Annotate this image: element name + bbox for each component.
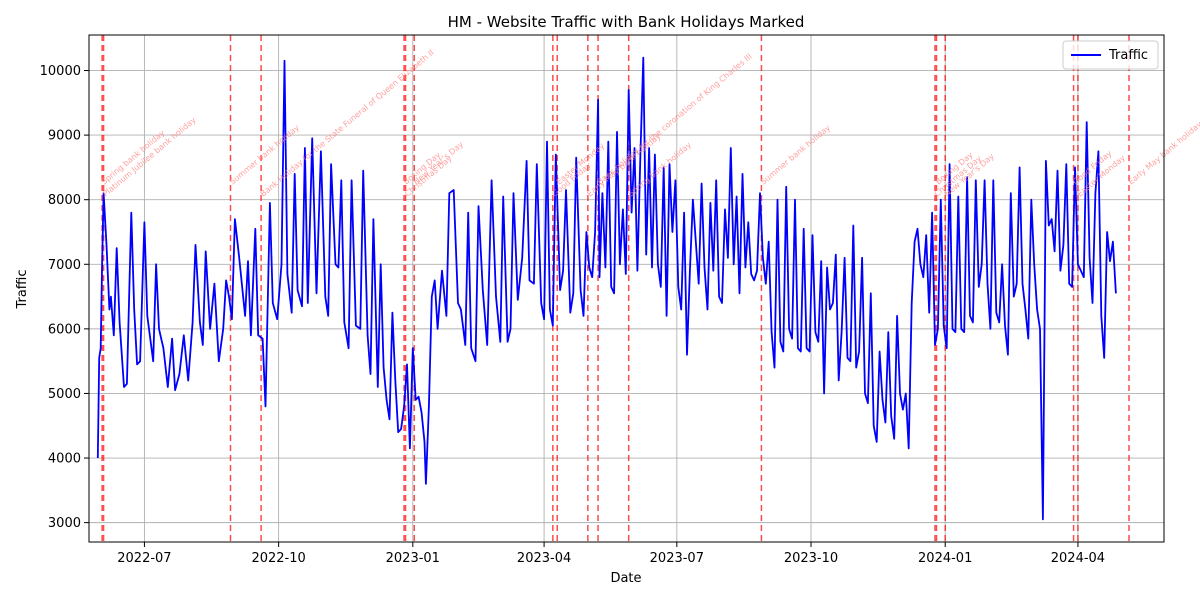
legend: Traffic: [1062, 40, 1159, 70]
y-tick-label: 8000: [48, 193, 81, 208]
y-tick-label: 5000: [48, 387, 81, 402]
y-tick-label: 4000: [48, 452, 81, 467]
legend-traffic-label: Traffic: [1108, 48, 1148, 63]
y-tick-label: 10000: [40, 64, 81, 79]
x-tick-label: 2022-10: [251, 551, 305, 566]
x-tick-label: 2024-01: [918, 551, 972, 566]
x-tick-label: 2022-07: [117, 551, 171, 566]
x-tick-label: 2023-07: [650, 551, 704, 566]
x-tick-label: 2024-04: [1051, 551, 1105, 566]
series-layer: [96, 56, 1117, 521]
traffic-series-line: [96, 56, 1117, 521]
x-tick-label: 2023-04: [517, 551, 571, 566]
plot-frame: [88, 34, 1165, 543]
y-axis-label: Traffic: [15, 269, 30, 309]
legend-box: [1062, 40, 1159, 70]
x-tick-label: 2023-01: [386, 551, 440, 566]
y-tick-label: 3000: [48, 516, 81, 531]
y-tick-label: 9000: [48, 129, 81, 144]
x-axis-label: Date: [610, 571, 641, 586]
y-tick-label: 7000: [48, 258, 81, 273]
y-axis-ticks: 3000 4000 5000 6000 7000 8000 9000 10000: [40, 64, 89, 531]
x-axis-ticks: 2022-07 2022-10 2023-01 2023-04 2023-07 2023-…: [117, 542, 1105, 566]
chart-title: HM - Website Traffic with Bank Holidays …: [448, 13, 805, 31]
x-tick-label: 2023-10: [784, 551, 838, 566]
y-tick-label: 6000: [48, 322, 81, 337]
